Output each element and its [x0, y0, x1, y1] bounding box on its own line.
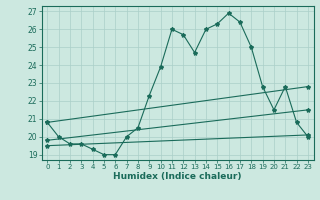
X-axis label: Humidex (Indice chaleur): Humidex (Indice chaleur)	[113, 172, 242, 181]
